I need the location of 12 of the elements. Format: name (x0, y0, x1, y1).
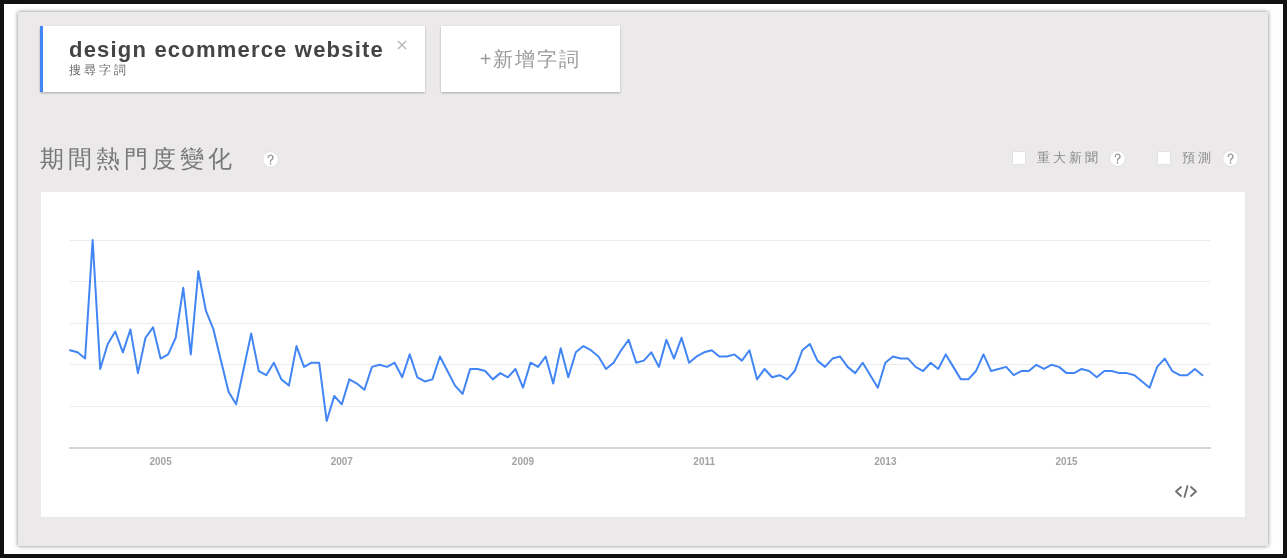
text: 搜尋字詞 (69, 63, 130, 77)
chart-title: 期間熱門度變化 (40, 144, 236, 174)
text: 重大新聞 (1037, 150, 1101, 166)
button: +新增字詞 (441, 26, 620, 92)
x-tick-label: 2009 (511, 455, 535, 467)
x-tick-label: 2007 (330, 455, 354, 467)
x-tick-label: 2005 (149, 455, 173, 467)
x-tick-label: 2015 (1055, 455, 1079, 467)
x-tick-label: 2013 (874, 455, 897, 467)
text: design ecommerce website (69, 37, 384, 63)
x-tick-label: 2011 (693, 455, 716, 467)
text: 預測 (1182, 150, 1214, 166)
